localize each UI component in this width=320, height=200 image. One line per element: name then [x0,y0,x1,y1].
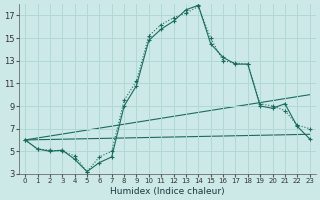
X-axis label: Humidex (Indice chaleur): Humidex (Indice chaleur) [110,187,225,196]
